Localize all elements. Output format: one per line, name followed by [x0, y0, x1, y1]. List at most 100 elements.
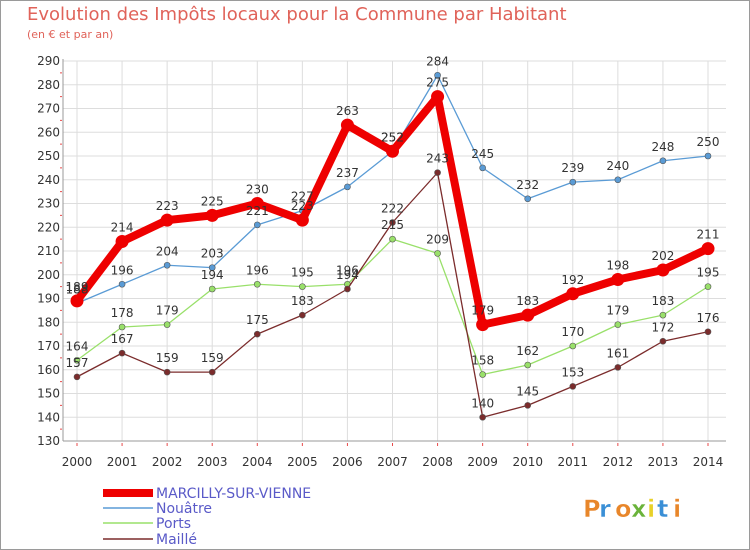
- data-point: [118, 349, 126, 357]
- data-point: [479, 164, 486, 172]
- data-label: 245: [471, 147, 494, 161]
- data-point: [704, 328, 712, 336]
- y-tick-label: 250: [37, 149, 60, 163]
- data-point: [524, 402, 532, 409]
- data-label: 176: [697, 311, 720, 325]
- data-point: [73, 356, 81, 364]
- data-point: [299, 311, 306, 319]
- data-point: [611, 273, 625, 286]
- x-tick-label: 2013: [648, 455, 679, 469]
- y-tick-label: 160: [37, 363, 60, 377]
- data-label: 196: [111, 263, 134, 277]
- y-tick-label: 150: [37, 387, 60, 401]
- data-label: 196: [246, 263, 269, 277]
- data-label: 221: [246, 204, 269, 218]
- y-tick-label: 170: [37, 339, 60, 353]
- data-point: [524, 361, 532, 369]
- data-point: [163, 261, 171, 269]
- x-tick-label: 2009: [467, 455, 498, 469]
- y-tick-label: 140: [37, 410, 60, 424]
- data-label: 167: [111, 332, 134, 346]
- data-label: 179: [606, 304, 629, 318]
- data-point: [434, 250, 441, 257]
- data-point: [434, 169, 441, 176]
- chart-title: Evolution des Impôts locaux pour la Comm…: [27, 4, 567, 25]
- data-label: 183: [516, 294, 539, 308]
- data-point: [656, 263, 670, 277]
- data-label: 159: [201, 351, 224, 365]
- data-label: 252: [381, 130, 404, 144]
- data-label: 209: [426, 232, 449, 246]
- data-label: 222: [381, 202, 404, 216]
- chart-subtitle: (en € et par an): [27, 28, 114, 41]
- data-label: 214: [111, 221, 134, 235]
- data-point: [70, 294, 84, 308]
- data-label: 179: [471, 304, 494, 318]
- data-label: 194: [201, 268, 224, 282]
- data-label: 189: [66, 280, 89, 294]
- data-point: [479, 371, 486, 378]
- data-label: 161: [606, 346, 629, 360]
- data-point: [115, 235, 129, 248]
- data-point: [299, 283, 306, 290]
- y-tick-label: 200: [37, 268, 60, 282]
- data-label: 145: [516, 384, 539, 398]
- data-label: 223: [156, 199, 179, 213]
- logo-letter: i: [647, 495, 655, 523]
- x-tick-label: 2014: [693, 455, 724, 469]
- data-point: [344, 285, 351, 293]
- data-label: 223: [291, 199, 314, 213]
- data-label: 172: [651, 320, 674, 334]
- data-label: 248: [651, 140, 674, 154]
- data-point: [434, 71, 441, 79]
- data-point: [569, 342, 577, 350]
- data-label: 153: [561, 365, 584, 379]
- y-tick-label: 220: [37, 220, 60, 234]
- data-point: [118, 323, 126, 331]
- data-point: [479, 413, 486, 421]
- logo-letter: t: [657, 495, 668, 523]
- data-label: 196: [336, 263, 359, 277]
- data-point: [340, 118, 354, 132]
- data-point: [208, 264, 216, 271]
- data-label: 194: [336, 268, 359, 282]
- data-label: 240: [606, 159, 629, 173]
- data-label: 203: [201, 247, 224, 261]
- data-point: [521, 308, 535, 322]
- y-tick-label: 290: [37, 54, 60, 68]
- proxiti-logo: Pr o x i t i: [583, 495, 682, 524]
- y-tick-label: 180: [37, 315, 60, 329]
- logo-letter: r: [599, 495, 611, 523]
- x-tick-label: 2001: [107, 455, 138, 469]
- data-label: 195: [291, 266, 314, 280]
- data-point: [344, 183, 351, 191]
- data-point: [704, 152, 712, 160]
- data-label: 237: [336, 166, 359, 180]
- data-point: [701, 242, 715, 256]
- data-point: [659, 311, 667, 319]
- x-tick-label: 2005: [287, 455, 318, 469]
- y-tick-label: 270: [37, 102, 60, 116]
- logo-letter: o: [615, 495, 632, 523]
- data-point: [253, 221, 261, 229]
- data-point: [431, 90, 445, 104]
- data-point: [614, 321, 622, 328]
- data-point: [253, 280, 261, 288]
- x-tick-label: 2011: [558, 455, 589, 469]
- x-tick-label: 2010: [512, 455, 543, 469]
- logo-letter: i: [673, 495, 681, 523]
- x-tick-label: 2012: [603, 455, 634, 469]
- x-tick-label: 2003: [197, 455, 228, 469]
- data-label: 215: [381, 218, 404, 232]
- data-point: [659, 157, 667, 165]
- data-point: [659, 337, 667, 345]
- data-point: [614, 176, 622, 184]
- data-point: [704, 283, 712, 290]
- data-point: [569, 383, 577, 390]
- y-tick-label: 240: [37, 173, 60, 187]
- series-0: [70, 90, 715, 332]
- y-tick-label: 210: [37, 244, 60, 258]
- data-point: [250, 197, 264, 210]
- data-label: 195: [697, 266, 720, 280]
